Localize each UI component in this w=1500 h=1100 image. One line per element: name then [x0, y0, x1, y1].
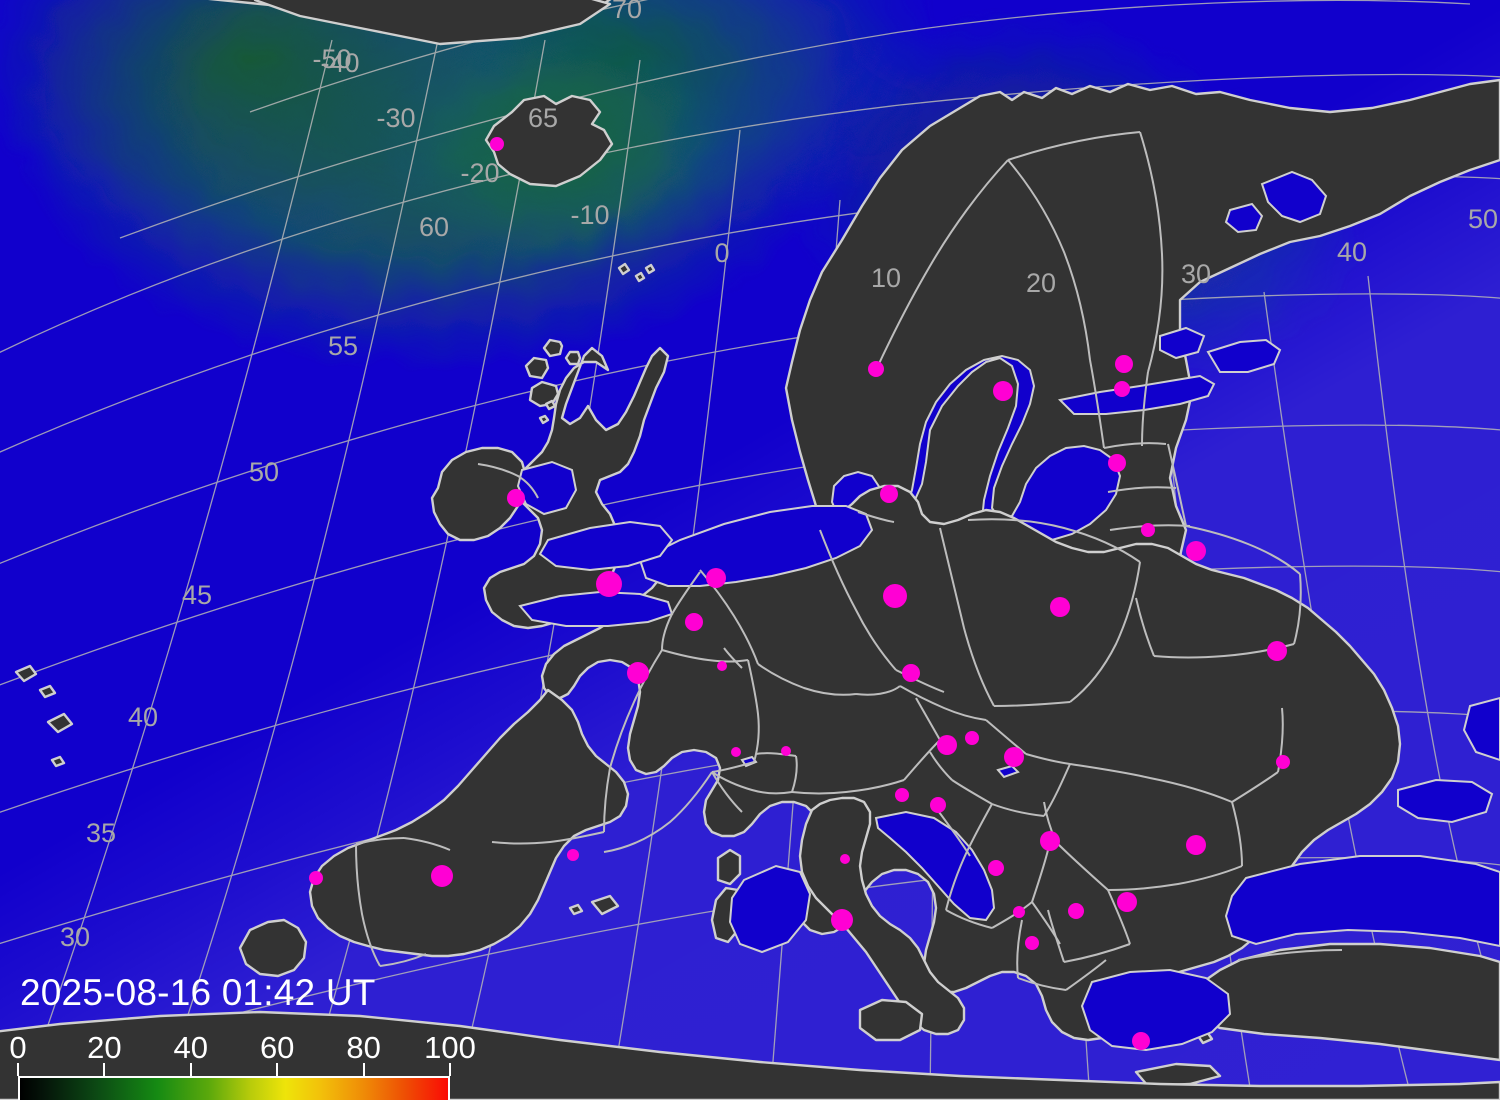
colorbar-tick-mark — [362, 1063, 365, 1076]
graticule-label: 35 — [86, 818, 116, 848]
station-marker-madrid[interactable] — [431, 865, 453, 887]
graticule-label: -10 — [570, 200, 609, 230]
station-marker-paris[interactable] — [627, 662, 649, 684]
graticule-label: 40 — [128, 702, 158, 732]
colorbar-tick-label: 60 — [259, 1030, 295, 1065]
colorbar-tick-label: 100 — [424, 1030, 476, 1065]
station-marker-bucharest[interactable] — [1186, 835, 1206, 855]
station-marker-skopje[interactable] — [1068, 903, 1084, 919]
station-marker-rome[interactable] — [831, 909, 853, 931]
station-marker-vienna[interactable] — [937, 735, 957, 755]
station-marker-brussels[interactable] — [685, 613, 703, 631]
station-marker-minsk[interactable] — [1186, 541, 1206, 561]
station-marker-vilnius[interactable] — [1141, 523, 1155, 537]
graticule-label: 0 — [714, 238, 729, 268]
graticule-label: 50 — [249, 457, 279, 487]
graticule-label: 55 — [328, 331, 358, 361]
station-marker-warsaw[interactable] — [1050, 597, 1070, 617]
station-marker-oslo[interactable] — [868, 361, 884, 377]
colorbar-gradient — [18, 1076, 450, 1100]
station-marker-prague[interactable] — [902, 664, 920, 682]
colorbar-tick-label: 40 — [173, 1030, 209, 1065]
station-marker-budapest[interactable] — [1004, 747, 1024, 767]
graticule-label: 10 — [871, 263, 901, 293]
station-marker-luxembourg[interactable] — [717, 661, 727, 671]
colorbar-tick-label: 80 — [346, 1030, 381, 1065]
station-marker-reykjavik[interactable] — [490, 137, 504, 151]
colorbar-tick-mark — [276, 1063, 279, 1076]
colorbar-tick-mark — [103, 1063, 106, 1076]
colorbar-tick-mark — [189, 1063, 192, 1076]
station-marker-tirana[interactable] — [1025, 936, 1039, 950]
station-marker-bratislava[interactable] — [965, 731, 979, 745]
station-marker-podgorica[interactable] — [1013, 906, 1025, 918]
colorbar: 0 20 40 60 80 100 — [9, 1030, 476, 1100]
colorbar-tick-labels: 0 20 40 60 80 100 — [9, 1030, 476, 1076]
station-marker-athens[interactable] — [1132, 1032, 1150, 1050]
graticule-label: 20 — [1026, 268, 1056, 298]
station-marker-ljubljana[interactable] — [895, 788, 909, 802]
graticule-label: 60 — [419, 212, 449, 242]
graticule-label: -40 — [320, 48, 359, 78]
station-marker-sarajevo[interactable] — [988, 860, 1004, 876]
graticule-label: 45 — [182, 580, 212, 610]
graticule-label: -20 — [460, 158, 499, 188]
graticule-label: -50 — [312, 44, 351, 74]
national-borders — [355, 131, 1343, 991]
graticule-label: 30 — [1181, 259, 1211, 289]
graticule-label: 50 — [1468, 204, 1498, 234]
station-marker-chisinau[interactable] — [1276, 755, 1290, 769]
station-marker-san-marino[interactable] — [840, 854, 850, 864]
station-marker-sofia[interactable] — [1117, 892, 1137, 912]
station-marker-lisbon[interactable] — [309, 871, 323, 885]
graticule-labels: -50-40 -30 -20 -10 0 10 20 30 40 50 70 65 60 55 50 45 40… — [60, 0, 1498, 952]
station-marker-copenhagen[interactable] — [880, 485, 898, 503]
colorbar-tick-label: 0 — [9, 1030, 27, 1065]
graticule-label: -30 — [376, 103, 415, 133]
station-markers — [309, 137, 1290, 1050]
station-marker-belgrade[interactable] — [1040, 831, 1060, 851]
station-marker-london[interactable] — [596, 571, 622, 597]
station-marker-berlin[interactable] — [883, 584, 907, 608]
station-marker-dublin[interactable] — [507, 489, 525, 507]
colorbar-tick-label: 20 — [87, 1030, 122, 1065]
station-marker-helsinki[interactable] — [1115, 355, 1133, 373]
station-marker-zagreb[interactable] — [930, 797, 946, 813]
station-marker-tallinn[interactable] — [1114, 381, 1130, 397]
station-marker-barcelona[interactable] — [567, 849, 579, 861]
graticule-label: 40 — [1337, 237, 1367, 267]
station-marker-bern[interactable] — [731, 747, 741, 757]
colorbar-tick-mark — [449, 1063, 451, 1076]
station-marker-vaduz[interactable] — [781, 746, 791, 756]
timestamp-label: 2025-08-16 01:42 UT — [20, 972, 376, 1013]
station-marker-kyiv[interactable] — [1267, 641, 1287, 661]
station-marker-stockholm[interactable] — [993, 381, 1013, 401]
graticule-label: 70 — [612, 0, 642, 24]
graticule-label: 30 — [60, 922, 90, 952]
colorbar-tick-mark — [17, 1063, 19, 1076]
graticule-label: 65 — [528, 103, 558, 133]
station-marker-riga[interactable] — [1108, 454, 1126, 472]
station-marker-amsterdam[interactable] — [706, 568, 726, 588]
